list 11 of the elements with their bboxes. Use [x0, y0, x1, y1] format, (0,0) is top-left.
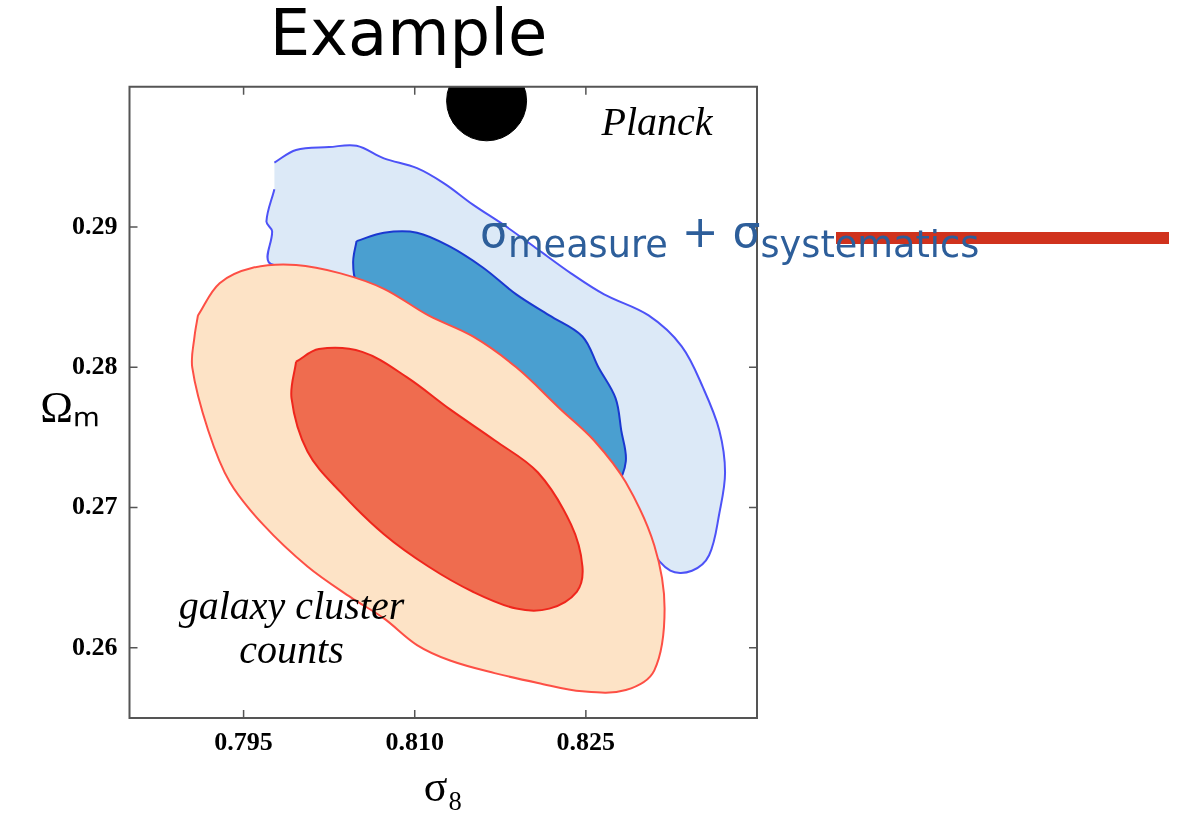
x-tick-label: 0.825	[556, 727, 616, 757]
y-tick-label: 0.29	[72, 210, 118, 240]
y-tick-label: 0.26	[72, 631, 118, 661]
x-axis-title: σ₈	[423, 762, 463, 812]
y-tick-label: 0.28	[72, 351, 118, 381]
x-tick-label: 0.810	[385, 727, 444, 757]
y-tick-label: 0.27	[72, 491, 118, 521]
chart-title: Example	[269, 0, 548, 71]
y-axis-title: Ωₘ	[40, 382, 100, 432]
annotation: Planck	[600, 99, 714, 145]
x-tick-label: 0.795	[214, 727, 273, 757]
